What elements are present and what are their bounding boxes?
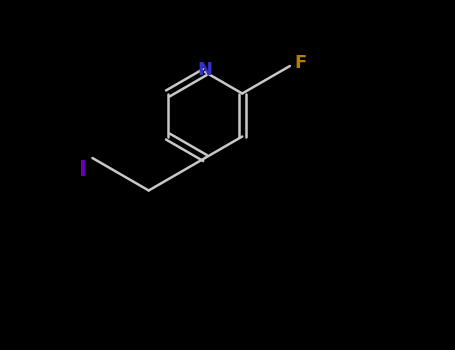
Text: I: I [79,160,87,180]
Text: F: F [295,54,307,72]
Text: N: N [197,61,212,79]
